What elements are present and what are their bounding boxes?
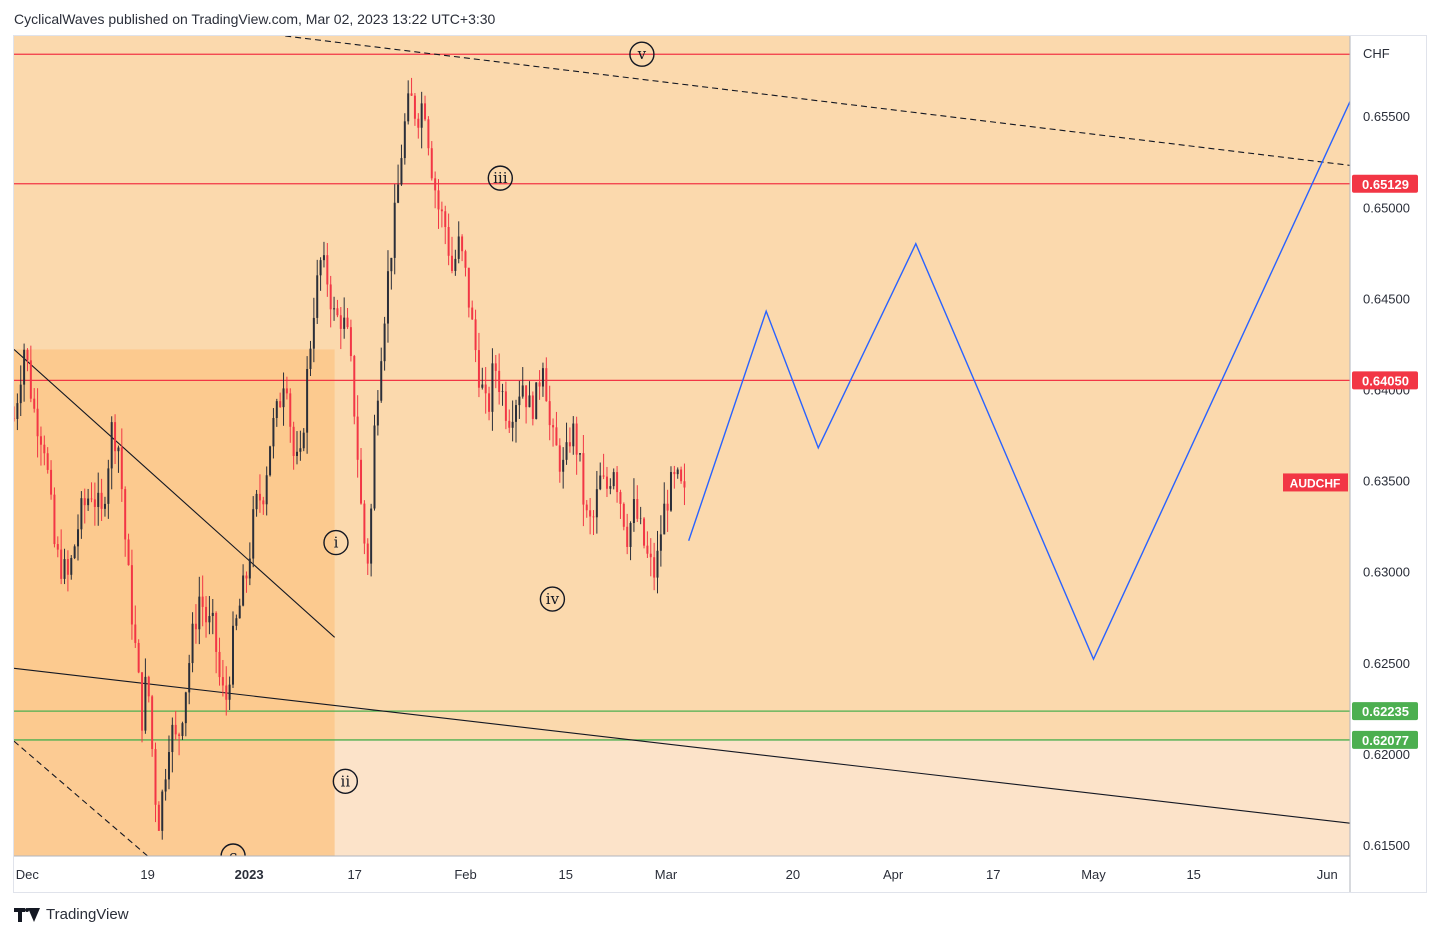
wave-circle bbox=[220, 843, 246, 856]
price-tick-label: 0.63500 bbox=[1363, 474, 1410, 489]
wave-text: v bbox=[637, 45, 647, 63]
time-tick-label: 15 bbox=[1186, 867, 1200, 882]
chart-frame[interactable] bbox=[13, 35, 1427, 893]
shaded-zone bbox=[14, 349, 335, 856]
time-tick-label: May bbox=[1081, 867, 1106, 882]
wave-label-iv: iv bbox=[539, 586, 566, 612]
time-tick-label: Feb bbox=[454, 867, 476, 882]
level-tag-text: 0.62077 bbox=[1362, 733, 1409, 748]
level-tag-box bbox=[1352, 174, 1418, 193]
level-tag-text: 0.64050 bbox=[1362, 373, 1409, 388]
level-tag: 0.64050 bbox=[1352, 371, 1418, 390]
wave-label-ii: ii bbox=[332, 768, 359, 794]
wave-text: ii bbox=[341, 772, 351, 790]
price-tick-label: 0.65500 bbox=[1363, 109, 1410, 124]
price-tick-label: 0.63000 bbox=[1363, 565, 1410, 580]
level-tag: 0.65129 bbox=[1352, 174, 1418, 193]
symbol-tag-text: AUDCHF bbox=[1290, 476, 1341, 490]
price-tick-label: 0.62500 bbox=[1363, 656, 1410, 671]
wave-circle bbox=[539, 586, 566, 612]
wave-label-v: v bbox=[629, 41, 655, 67]
wave-circle bbox=[323, 529, 349, 556]
brand-name: TradingView bbox=[46, 906, 129, 923]
level-tag-box bbox=[1352, 702, 1418, 721]
wave-text: i bbox=[334, 534, 339, 552]
time-tick-label: Dec bbox=[16, 867, 40, 882]
level-tag-box bbox=[1352, 730, 1418, 749]
level-tag: 0.62077 bbox=[1352, 730, 1418, 749]
symbol-tag: AUDCHF bbox=[1283, 473, 1348, 492]
time-tick-label: 15 bbox=[559, 867, 573, 882]
wave-text: c bbox=[229, 847, 237, 865]
time-tick-label: 19 bbox=[140, 867, 154, 882]
wave-circle bbox=[487, 165, 514, 191]
time-tick-label: Apr bbox=[883, 867, 904, 882]
level-tag-box bbox=[1352, 371, 1418, 390]
symbol-tag-box bbox=[1283, 473, 1348, 492]
currency-label: CHF bbox=[1363, 46, 1390, 61]
projection-path bbox=[688, 101, 1350, 661]
tradingview-logo-icon bbox=[14, 907, 40, 922]
wave-label-c: c bbox=[220, 843, 246, 865]
level-tag-text: 0.65129 bbox=[1362, 177, 1409, 192]
trendline-1 bbox=[14, 667, 1350, 824]
wave-label-i: i bbox=[323, 529, 349, 556]
time-tick-label: 17 bbox=[986, 867, 1000, 882]
time-tick-label: 20 bbox=[786, 867, 800, 882]
level-tag: 0.62235 bbox=[1352, 702, 1418, 721]
price-tick-label: 0.62000 bbox=[1363, 747, 1410, 762]
level-tag-text: 0.62235 bbox=[1362, 704, 1409, 719]
wave-text: iv bbox=[546, 590, 560, 608]
price-tick-label: 0.61500 bbox=[1363, 838, 1410, 853]
time-tick-label: 17 bbox=[347, 867, 361, 882]
wave-circle bbox=[332, 768, 359, 794]
time-tick-label: Mar bbox=[655, 867, 678, 882]
wave-label-iii: iii bbox=[487, 165, 514, 191]
time-tick-label: Jun bbox=[1317, 867, 1338, 882]
trendline-2 bbox=[285, 36, 1350, 166]
trendline-0 bbox=[14, 349, 336, 638]
wave-circle bbox=[629, 41, 655, 67]
wave-text: iii bbox=[493, 169, 508, 187]
price-tick-label: 0.64500 bbox=[1363, 291, 1410, 306]
time-tick-label: 2023 bbox=[235, 867, 264, 882]
footer: TradingView bbox=[14, 906, 129, 923]
price-tick-label: 0.65000 bbox=[1363, 200, 1410, 215]
publisher-header: CyclicalWaves published on TradingView.c… bbox=[14, 11, 496, 27]
